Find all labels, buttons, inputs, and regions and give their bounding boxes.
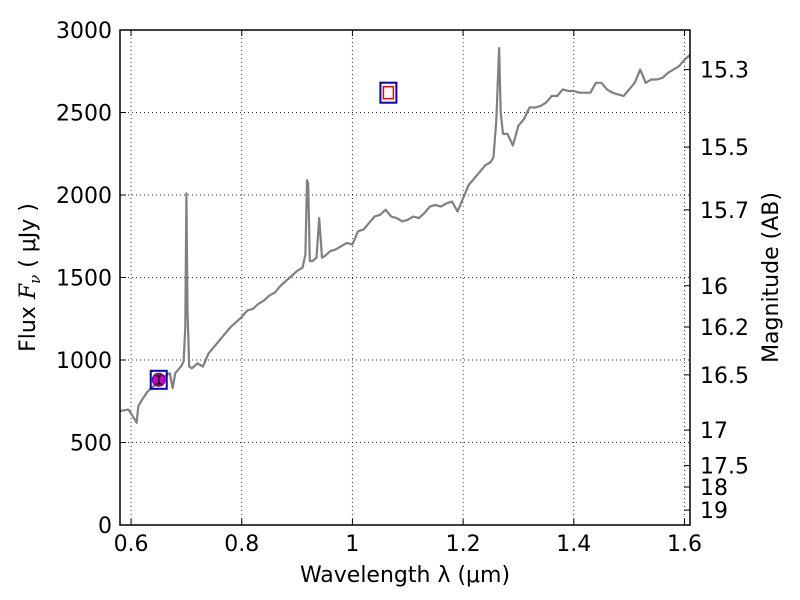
x-tick-label: 1.4 — [556, 532, 591, 557]
y-tick-label: 1000 — [56, 349, 112, 374]
right-tick-label: 18 — [700, 476, 728, 501]
right-axis-label: Magnitude (AB) — [759, 192, 784, 363]
model-point-marker — [382, 85, 395, 100]
y-tick-label: 2000 — [56, 184, 112, 209]
x-tick-label: 1 — [345, 532, 359, 557]
x-tick-label: 0.8 — [224, 532, 259, 557]
markers-layer — [149, 81, 398, 390]
spectrum-line — [119, 46, 691, 424]
grid — [120, 29, 690, 526]
ticks-layer: 0.6 0.8 1 1.2 1.4 1.6 0 500 1000 1500 2000 2500 3000… — [56, 19, 749, 557]
right-tick-label: 16.2 — [700, 316, 749, 341]
x-tick-label: 0.6 — [114, 532, 149, 557]
right-tick-label: 16.5 — [700, 364, 749, 389]
y-tick-label: 500 — [70, 432, 112, 457]
right-tick-label: 17.5 — [700, 455, 749, 480]
photometry-box-marker — [149, 369, 168, 390]
y-tick-label: 2500 — [56, 102, 112, 127]
y-axis-label: Flux Fν ( μJy ) — [16, 203, 44, 352]
right-tick-label: 16 — [700, 275, 728, 300]
model-box-marker — [379, 81, 398, 104]
x-tick-label: 1.2 — [446, 532, 481, 557]
series-layer — [119, 46, 691, 424]
y-tick-label: 0 — [98, 514, 112, 539]
right-tick-label: 19 — [700, 499, 728, 524]
right-tick-label: 15.5 — [700, 136, 749, 161]
right-tick-label: 15.3 — [700, 59, 749, 84]
right-tick-label: 15.7 — [700, 199, 749, 224]
y-tick-label: 1500 — [56, 267, 112, 292]
x-axis-label: Wavelength λ (μm) — [300, 563, 510, 588]
y-tick-label: 3000 — [56, 19, 112, 44]
x-tick-label: 1.6 — [667, 532, 702, 557]
right-tick-label: 17 — [700, 419, 728, 444]
